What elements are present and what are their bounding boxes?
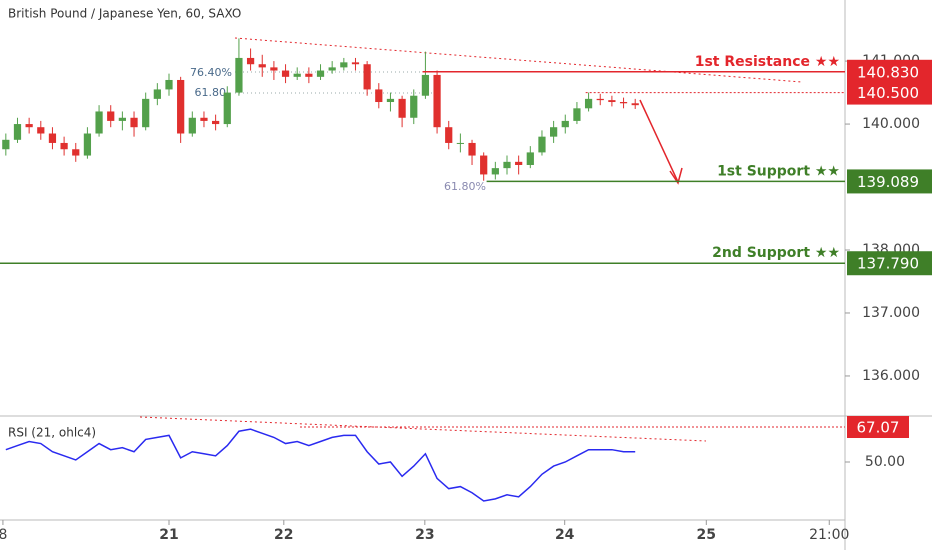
candle-body [107, 111, 115, 121]
candle-body [246, 57, 255, 65]
candle-body [573, 108, 581, 121]
candle-body [2, 139, 10, 150]
candle-body [188, 117, 196, 134]
candle-body [386, 98, 395, 103]
level-price-box [847, 251, 932, 276]
x-tick-label: 22 [274, 527, 293, 543]
candle-body [212, 120, 220, 125]
candle-body [351, 62, 360, 65]
candle-body [153, 89, 161, 99]
candle-body [340, 62, 348, 68]
candle-body [270, 67, 278, 71]
candle-body [72, 149, 80, 156]
level-price-label: 140.830 [857, 63, 919, 81]
rsi-title: RSI (21, ohlc4) [8, 426, 96, 440]
candle-body [631, 103, 639, 106]
candle-body [305, 73, 313, 77]
candle-body [538, 136, 546, 153]
candle-body [515, 161, 523, 165]
candle-body [165, 79, 173, 90]
candle-body [142, 98, 150, 128]
candle-body [95, 111, 103, 134]
candle-body [375, 89, 383, 103]
fib-label: 61.80% [444, 180, 486, 193]
candle-body [596, 98, 604, 101]
candle-body [410, 95, 418, 118]
candle-body [177, 79, 185, 134]
candle-body [398, 98, 406, 118]
level-price-label: 140.500 [857, 84, 919, 102]
candle-body [118, 117, 126, 121]
rsi-level-label: 67.07 [857, 419, 900, 437]
candle-body [60, 142, 68, 150]
rsi-line [5, 428, 636, 502]
candle-body [468, 142, 476, 156]
chart-title: British Pound / Japanese Yen, 60, SAXO [8, 7, 241, 21]
candle-body [445, 127, 453, 143]
candle-body [480, 155, 488, 175]
candle-body [25, 124, 33, 128]
x-tick-label: 24 [555, 527, 575, 543]
candle-body [83, 133, 92, 156]
rsi-y-tick-label: 50.00 [865, 454, 905, 470]
candle-body [258, 64, 266, 68]
arrow-head [669, 167, 683, 185]
level-price-label: 139.089 [857, 173, 919, 191]
level-name: 2nd Support ★★ [712, 245, 840, 261]
candle-body [48, 133, 57, 143]
candle-body [316, 70, 325, 77]
candle-body [584, 98, 593, 109]
candle-body [281, 70, 290, 77]
candle-body [503, 161, 511, 169]
x-tick-label: 25 [697, 527, 716, 543]
candle-body [550, 127, 558, 137]
x-tick-label: 21 [159, 527, 178, 543]
x-tick-label: 21:00 [809, 527, 849, 543]
level-name: 1st Support ★★ [717, 163, 840, 179]
candle-body [130, 117, 138, 128]
candle-body [421, 74, 430, 96]
candle-body [328, 67, 336, 71]
rsi-level-box [847, 416, 909, 439]
candle-body [619, 102, 628, 104]
level-name: 1st Resistance ★★ [695, 54, 840, 70]
candle-body [561, 120, 569, 128]
candle-body [200, 117, 208, 121]
candle-body [235, 57, 243, 93]
candle-body [13, 124, 22, 140]
level-price-box [847, 80, 932, 105]
candle-body [223, 92, 231, 125]
level-price-box [847, 59, 932, 84]
arrow [639, 99, 679, 183]
candle-body [293, 73, 301, 77]
candle-body [363, 64, 371, 90]
fib-label: 61.80 [195, 86, 227, 99]
y-tick-label: 136.000 [862, 368, 920, 384]
candle-body [456, 142, 464, 144]
fib-label: 76.40% [190, 66, 232, 79]
candle-body [526, 152, 534, 165]
x-tick-label: 8 [0, 527, 7, 543]
candle-body [491, 168, 499, 175]
x-tick-label: 23 [415, 527, 434, 543]
level-price-box [847, 169, 932, 194]
candle-body [433, 74, 441, 128]
level-price-label: 137.790 [857, 255, 919, 273]
y-tick-label: 137.000 [862, 305, 920, 321]
candle-body [37, 127, 45, 134]
candle-body [608, 100, 616, 103]
y-tick-label: 140.000 [862, 116, 920, 132]
